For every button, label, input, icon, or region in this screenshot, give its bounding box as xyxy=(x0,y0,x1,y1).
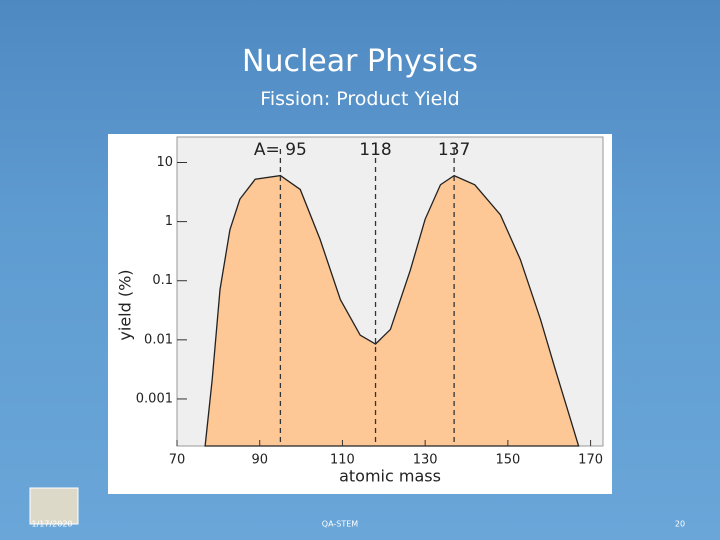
x-axis-label: atomic mass xyxy=(339,467,441,486)
y-tick-label: 0.001 xyxy=(136,391,173,406)
page-number: 20 xyxy=(675,520,685,529)
y-tick-label: 1 xyxy=(165,214,173,229)
footer-thumbnail xyxy=(29,487,79,525)
y-tick-label: 10 xyxy=(156,155,173,170)
x-tick-label: 130 xyxy=(413,453,438,468)
marker-label: 118 xyxy=(359,140,391,160)
x-tick-label: 70 xyxy=(169,453,186,468)
area xyxy=(204,174,580,447)
marker-label: A= 95 xyxy=(254,140,307,160)
x-tick-label: 90 xyxy=(251,453,268,468)
y-tick-label: 0.1 xyxy=(152,273,173,288)
x-tick-label: 150 xyxy=(495,453,520,468)
slide-title: Nuclear Physics xyxy=(242,44,478,79)
slide-subtitle: Fission: Product Yield xyxy=(260,88,460,110)
x-tick-label: 110 xyxy=(330,453,355,468)
y-tick-label: 0.01 xyxy=(144,332,173,347)
marker-label: 137 xyxy=(438,140,470,160)
footer-date: 1/17/2020 xyxy=(31,520,72,529)
y-axis-label: yield (%) xyxy=(116,269,135,340)
x-tick-label: 170 xyxy=(578,453,603,468)
footer-center: QA-STEM xyxy=(322,520,359,529)
